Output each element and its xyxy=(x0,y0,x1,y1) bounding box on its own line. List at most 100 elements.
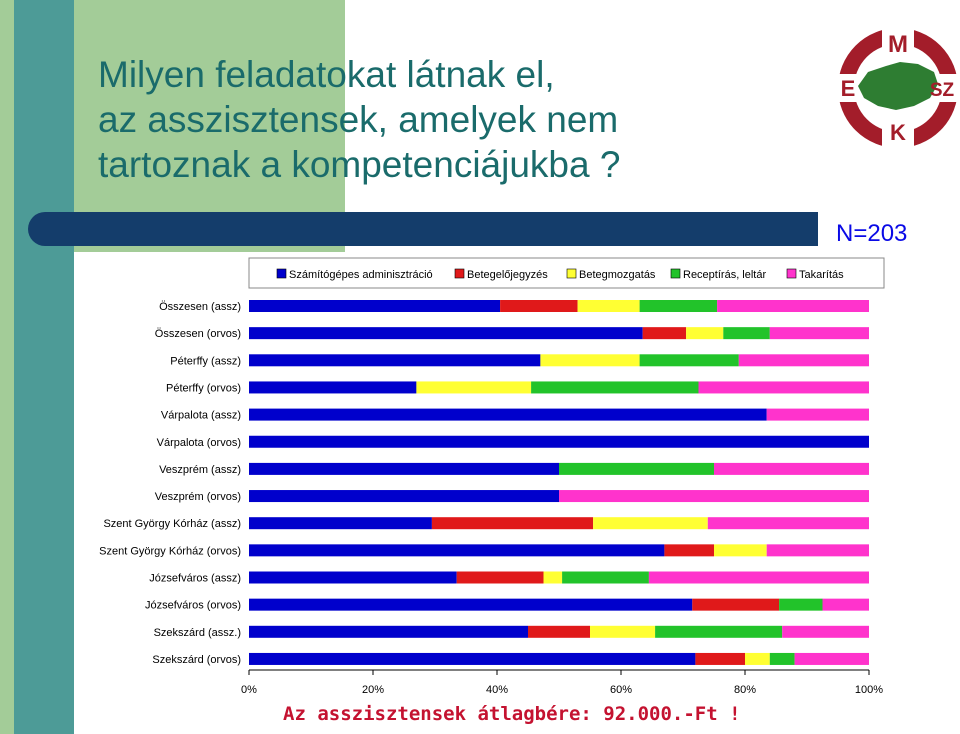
legend-box xyxy=(248,257,885,289)
category-label: Péterffy (orvos) xyxy=(166,382,241,394)
x-ticks: 0% 20% 40% 60% 80% 100% xyxy=(241,670,883,696)
logo-letter-e: E xyxy=(841,76,856,101)
logo-gap-bottom xyxy=(882,118,914,148)
legend-swatch-takaritas xyxy=(786,268,797,279)
bar-segment-szamitogepes-adminisztracio xyxy=(249,300,501,312)
x-tick-label: 100% xyxy=(855,684,883,696)
bar-segment-betegmozgatas xyxy=(593,517,708,530)
legend-label-betegelojegyzes: Betegelőjegyzés xyxy=(467,269,548,281)
bar-segment-betegelojegyzes xyxy=(528,625,590,638)
legend-swatch-szamitogepes-adminisztracio xyxy=(276,268,287,279)
category-label: Szent György Kórház (assz) xyxy=(103,518,241,530)
legend: Számítógépes adminisztráció Betegelőjegyz… xyxy=(276,268,844,281)
bar-segment-szamitogepes-adminisztracio xyxy=(249,544,665,557)
bar-segment-receptiras-leltar xyxy=(655,625,783,638)
category-label: Szekszárd (orvos) xyxy=(152,654,241,666)
logo-gap-top xyxy=(882,28,914,58)
bar-segment-betegmozgatas xyxy=(745,652,770,665)
bar-segment-betegmozgatas xyxy=(543,571,563,584)
bar-segment-szamitogepes-adminisztracio xyxy=(249,327,643,340)
bar-segment-szamitogepes-adminisztracio xyxy=(249,354,541,367)
bar-segment-takaritas xyxy=(738,354,869,367)
bar-segment-betegelojegyzes xyxy=(456,571,544,584)
bar-segment-takaritas xyxy=(559,490,869,503)
x-tick-label: 0% xyxy=(241,684,257,696)
decor-teal-strip xyxy=(14,0,74,734)
x-tick-label: 20% xyxy=(362,684,384,696)
bar-segment-betegmozgatas xyxy=(416,381,532,394)
hungary-map-icon xyxy=(858,62,938,110)
bar-segment-receptiras-leltar xyxy=(723,327,770,340)
title-background xyxy=(74,0,345,252)
bar-segment-betegelojegyzes xyxy=(431,517,594,530)
category-label: Józsefváros (orvos) xyxy=(145,600,241,612)
bar-segment-betegmozgatas xyxy=(714,544,767,557)
x-tick-label: 80% xyxy=(734,684,756,696)
bar-segment-szamitogepes-adminisztracio xyxy=(249,408,767,421)
bar-segment-szamitogepes-adminisztracio xyxy=(249,625,528,638)
sample-size-label: N=203 xyxy=(836,220,908,247)
logo-gap-right xyxy=(932,74,958,102)
category-label: Szent György Kórház (orvos) xyxy=(99,545,241,557)
bar-segment-szamitogepes-adminisztracio xyxy=(249,462,559,475)
category-label: Veszprém (assz) xyxy=(159,464,241,476)
bar-segment-betegelojegyzes xyxy=(642,327,687,340)
salary-note: Az asszisztensek átlagbére: 92.000.-Ft ! xyxy=(283,703,741,725)
bar-segment-takaritas xyxy=(714,462,869,475)
logo-letter-m: M xyxy=(888,31,908,58)
bar-segment-szamitogepes-adminisztracio xyxy=(249,652,696,665)
bar-segment-szamitogepes-adminisztracio xyxy=(249,571,457,584)
bar-segment-receptiras-leltar xyxy=(779,598,823,611)
bar-segment-takaritas xyxy=(766,544,869,557)
bar-segment-receptiras-leltar xyxy=(562,571,649,584)
bar-segment-receptiras-leltar xyxy=(531,381,699,394)
legend-label-receptiras-leltar: Receptírás, leltár xyxy=(683,269,766,281)
category-label: Veszprém (orvos) xyxy=(155,491,241,503)
bars xyxy=(249,300,869,665)
category-label: Péterffy (assz) xyxy=(170,355,241,367)
bar-segment-betegelojegyzes xyxy=(692,598,780,611)
bar-segment-betegmozgatas xyxy=(686,327,724,340)
bar-segment-receptiras-leltar xyxy=(639,354,739,367)
logo-letter-k: K xyxy=(890,120,906,145)
category-label: Szekszárd (assz.) xyxy=(154,627,241,639)
legend-label-szamitogepes-adminisztracio: Számítógépes adminisztráció xyxy=(289,269,433,281)
bar-segment-takaritas xyxy=(766,408,869,421)
bar-segment-takaritas xyxy=(769,327,869,340)
logo-letters-sz: SZ xyxy=(930,80,955,101)
bar-segment-betegelojegyzes xyxy=(695,652,745,665)
bar-segment-szamitogepes-adminisztracio xyxy=(249,598,693,611)
category-label: Összesen (assz) xyxy=(159,301,241,313)
x-tick-label: 60% xyxy=(610,684,632,696)
bar-segment-receptiras-leltar xyxy=(559,462,714,475)
bar-segment-betegmozgatas xyxy=(577,300,640,312)
organization-logo: M E SZ K xyxy=(838,28,958,148)
bar-segment-szamitogepes-adminisztracio xyxy=(249,490,559,503)
legend-swatch-betegelojegyzes xyxy=(454,268,465,279)
bar-segment-betegelojegyzes xyxy=(500,300,578,312)
bar-segment-receptiras-leltar xyxy=(639,300,718,312)
bar-segment-takaritas xyxy=(707,517,869,530)
bar-segment-betegmozgatas xyxy=(590,625,656,638)
category-label: Várpalota (orvos) xyxy=(157,437,241,449)
bar-segment-takaritas xyxy=(698,381,869,394)
bar-segment-szamitogepes-adminisztracio xyxy=(249,435,869,448)
bar-segment-takaritas xyxy=(782,625,869,638)
bar-segment-takaritas xyxy=(717,300,869,312)
header-bar xyxy=(28,212,818,246)
bar-segment-takaritas xyxy=(822,598,869,611)
category-labels: Összesen (assz) Összesen (orvos) Péterffy … xyxy=(99,301,241,666)
category-label: Várpalota (assz) xyxy=(161,410,241,422)
bar-segment-betegmozgatas xyxy=(540,354,640,367)
x-tick-label: 40% xyxy=(486,684,508,696)
legend-swatch-betegmozgatas xyxy=(566,268,577,279)
legend-swatch-receptiras-leltar xyxy=(670,268,681,279)
bar-segment-szamitogepes-adminisztracio xyxy=(249,381,417,394)
legend-label-betegmozgatas: Betegmozgatás xyxy=(579,269,656,281)
bar-segment-betegelojegyzes xyxy=(664,544,714,557)
category-label: Összesen (orvos) xyxy=(155,328,241,340)
bar-segment-takaritas xyxy=(794,652,869,665)
bar-segment-receptiras-leltar xyxy=(769,652,795,665)
bar-segment-takaritas xyxy=(648,571,869,584)
